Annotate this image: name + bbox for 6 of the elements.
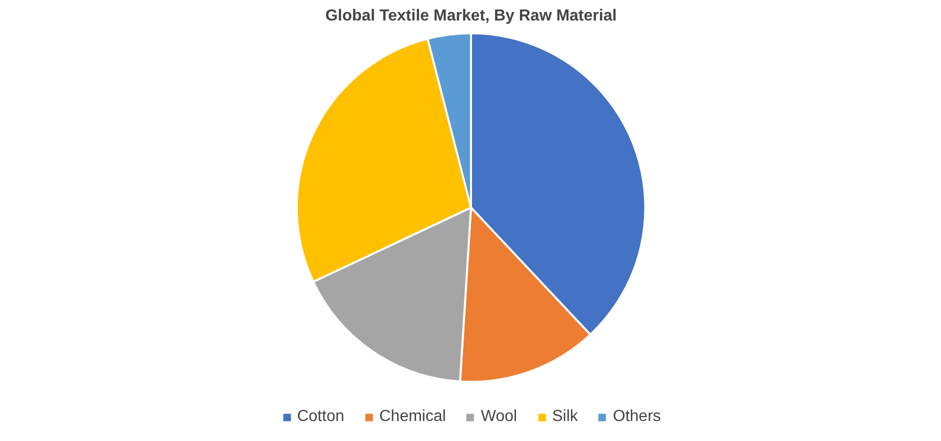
legend-label: Silk [552,408,578,426]
legend-label: Others [612,408,661,426]
legend-label: Cotton [297,408,344,426]
chart-title: Global Textile Market, By Raw Material [325,8,617,24]
legend-label: Wool [480,408,518,426]
legend-label: Chemical [379,408,446,426]
